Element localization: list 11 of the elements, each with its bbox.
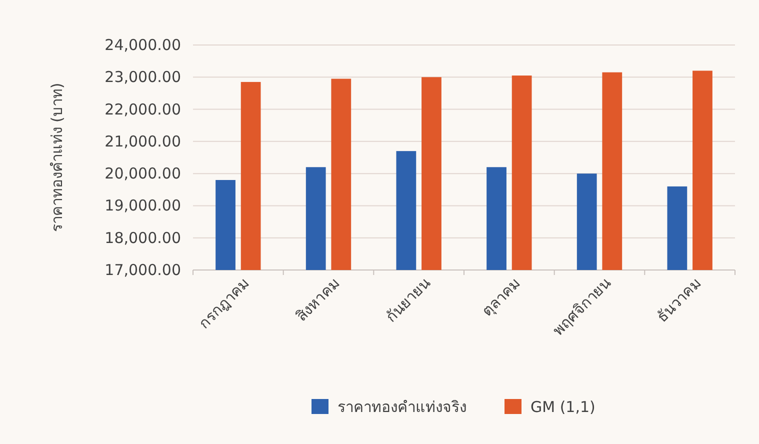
y-tick-label: 20,000.00 <box>104 164 181 183</box>
y-tick-label: 21,000.00 <box>104 132 181 150</box>
y-tick-label: 19,000.00 <box>104 196 181 215</box>
y-tick-label: 22,000.00 <box>104 100 181 118</box>
legend-label: ราคาทองคำแท่งจริง <box>338 398 466 416</box>
y-axis-title: ราคาทองคำแท่ง (บาท) <box>48 82 66 232</box>
y-tick-label: 18,000.00 <box>104 228 181 247</box>
y-tick-label: 23,000.00 <box>104 68 181 86</box>
legend-label: GM (1,1) <box>530 398 596 416</box>
y-tick-label: 24,000.00 <box>104 36 181 54</box>
y-tick-label: 17,000.00 <box>104 261 181 279</box>
